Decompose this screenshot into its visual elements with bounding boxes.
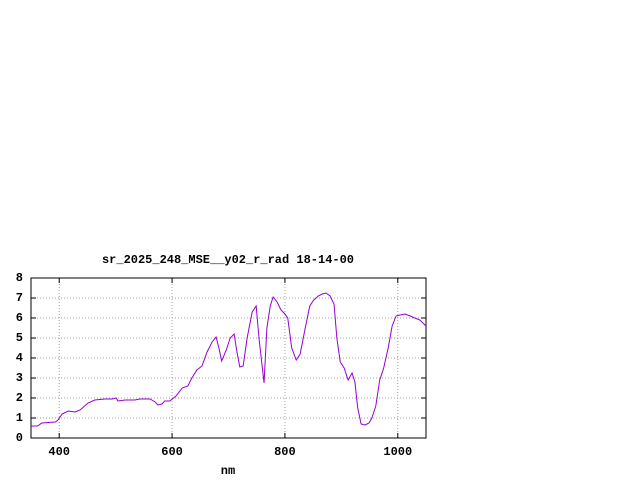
- y-tick-label: 4: [16, 351, 23, 365]
- y-tick-label: 5: [16, 331, 23, 345]
- y-tick-label: 0: [16, 431, 23, 445]
- y-tick-label: 8: [16, 271, 23, 285]
- plot-frame: [30, 277, 427, 439]
- x-tick-label: 800: [274, 445, 296, 459]
- data-line: [31, 292, 427, 427]
- x-tick-label: 600: [161, 445, 183, 459]
- x-tick-label: 400: [48, 445, 70, 459]
- y-tick-label: 2: [16, 391, 23, 405]
- y-tick-label: 3: [16, 371, 23, 385]
- chart-title: sr_2025_248_MSE__y02_r_rad 18-14-00: [102, 253, 354, 267]
- y-tick-label: 7: [16, 291, 23, 305]
- y-tick-label: 6: [16, 311, 23, 325]
- x-tick-label: 1000: [383, 445, 412, 459]
- x-axis-label: nm: [221, 464, 235, 478]
- y-tick-label: 1: [16, 411, 23, 425]
